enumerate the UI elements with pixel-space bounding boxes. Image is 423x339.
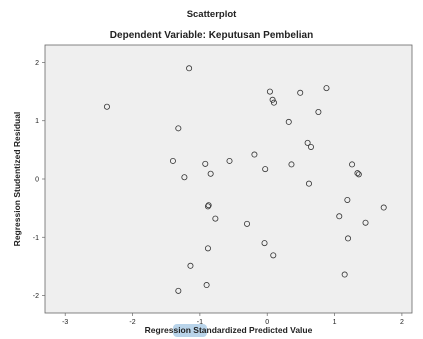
y-tick-label: -1 (33, 235, 39, 242)
data-point (344, 196, 351, 203)
y-tick-label: 2 (35, 60, 39, 67)
data-point (204, 203, 211, 210)
data-point (226, 157, 233, 164)
data-point (261, 240, 268, 247)
data-point (305, 180, 312, 187)
y-axis-label: Regression Studentized Residual (12, 112, 22, 247)
x-tick-label: -1 (197, 319, 203, 326)
x-tick-label: -2 (129, 319, 135, 326)
data-point (186, 65, 193, 72)
data-point (204, 245, 211, 252)
x-tick-label: 0 (265, 319, 269, 326)
data-points (103, 65, 387, 294)
data-point (203, 282, 210, 289)
chart-subtitle: Dependent Variable: Keputusan Pembelian (109, 30, 314, 41)
data-point (202, 160, 209, 167)
data-point (181, 174, 188, 181)
data-point (212, 215, 219, 222)
data-point (336, 213, 343, 220)
data-point (380, 204, 387, 211)
data-point (205, 202, 212, 209)
data-point (297, 89, 304, 96)
data-point (362, 219, 369, 226)
data-point (169, 157, 176, 164)
data-point (175, 125, 182, 132)
data-point (270, 99, 277, 106)
y-tick-label: 0 (35, 177, 39, 184)
data-point (262, 166, 269, 173)
data-point (269, 96, 276, 103)
x-axis-label: Regression Standardized Predicted Value (145, 325, 313, 335)
data-point (304, 139, 311, 146)
chart-title: Scatterplot (186, 9, 237, 20)
y-tick-label: -2 (33, 293, 39, 300)
data-point (244, 220, 251, 227)
axis-ticks: -3 -2 -1 0 1 2 2 1 0 -1 -2 (33, 60, 404, 326)
data-point (354, 170, 361, 177)
data-point (323, 85, 330, 92)
data-point (103, 103, 110, 110)
data-point (207, 170, 214, 177)
selection-highlight (173, 324, 207, 337)
data-point (315, 109, 322, 116)
data-point (341, 271, 348, 278)
x-tick-label: 1 (333, 319, 337, 326)
data-point (288, 161, 295, 168)
plot-area (44, 44, 413, 314)
data-point (175, 287, 182, 294)
x-tick-label: 2 (400, 319, 404, 326)
data-point (187, 262, 194, 269)
x-tick-label: -3 (62, 319, 68, 326)
data-point (345, 235, 352, 242)
y-tick-label: 1 (35, 118, 39, 125)
data-point (251, 151, 258, 158)
data-point (355, 171, 362, 178)
data-point (307, 143, 314, 150)
data-point (285, 118, 292, 125)
data-point (270, 252, 277, 259)
data-point (349, 161, 356, 168)
data-point (266, 88, 273, 95)
